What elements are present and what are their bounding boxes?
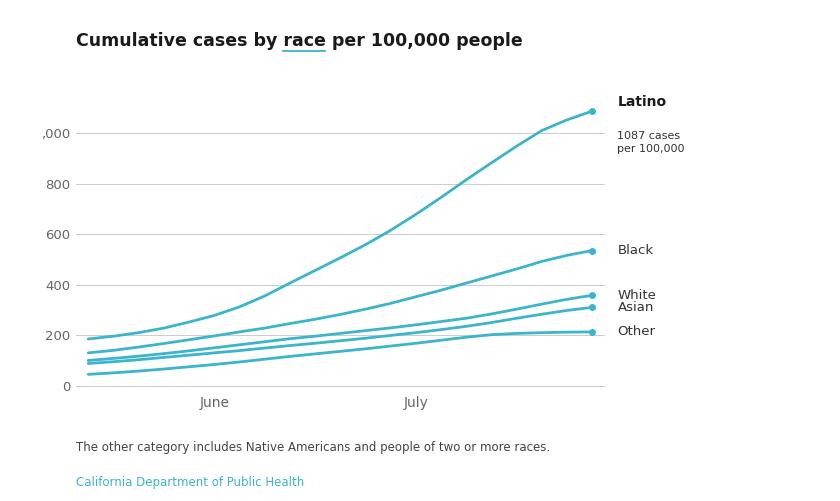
Text: Other: Other bbox=[617, 326, 655, 338]
Text: Latino: Latino bbox=[617, 95, 666, 109]
Text: White: White bbox=[617, 289, 656, 302]
Text: Black: Black bbox=[617, 244, 654, 257]
Text: Cumulative cases by race per 100,000 people: Cumulative cases by race per 100,000 peo… bbox=[76, 32, 522, 50]
Text: 1087 cases
per 100,000: 1087 cases per 100,000 bbox=[617, 131, 685, 154]
Text: The other category includes Native Americans and people of two or more races.: The other category includes Native Ameri… bbox=[76, 441, 549, 454]
Text: California Department of Public Health: California Department of Public Health bbox=[76, 476, 304, 489]
Text: Asian: Asian bbox=[617, 301, 654, 314]
